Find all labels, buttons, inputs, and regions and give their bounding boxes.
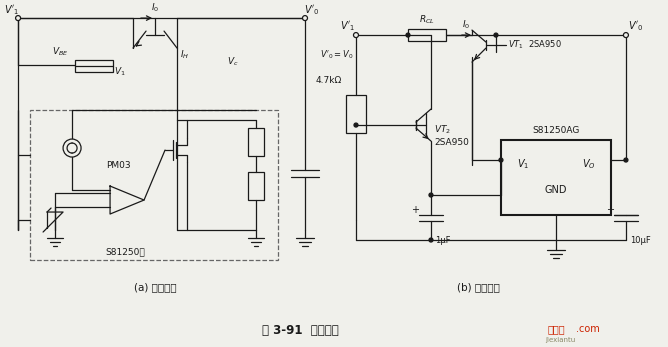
Circle shape xyxy=(429,238,433,242)
Text: $R_{CL}$: $R_{CL}$ xyxy=(419,14,435,26)
Bar xyxy=(408,29,446,41)
Bar xyxy=(248,128,264,156)
Bar xyxy=(346,95,366,133)
Text: 10μF: 10μF xyxy=(630,236,651,245)
Text: $V_{BE}$: $V_{BE}$ xyxy=(52,46,69,58)
Circle shape xyxy=(624,158,628,162)
Circle shape xyxy=(303,16,307,20)
Text: $V_c$: $V_c$ xyxy=(227,56,239,68)
Text: $V'_0=V_0$: $V'_0=V_0$ xyxy=(320,49,353,61)
Text: $I_0$: $I_0$ xyxy=(151,2,159,14)
Circle shape xyxy=(499,158,503,162)
Text: $V_1$: $V_1$ xyxy=(114,66,126,78)
Text: S81250AG: S81250AG xyxy=(532,126,580,135)
Circle shape xyxy=(354,123,358,127)
Circle shape xyxy=(494,33,498,37)
Text: 图 3-91  扩流电路: 图 3-91 扩流电路 xyxy=(262,323,339,337)
Text: $V'_0$: $V'_0$ xyxy=(628,19,644,33)
Text: 接线图: 接线图 xyxy=(548,324,566,334)
Text: $VT_1$  2SA950: $VT_1$ 2SA950 xyxy=(508,39,562,51)
Circle shape xyxy=(429,193,433,197)
Text: $VT_2$: $VT_2$ xyxy=(434,124,451,136)
Text: +: + xyxy=(606,205,614,215)
Bar xyxy=(75,60,113,72)
Circle shape xyxy=(353,33,359,37)
Text: $V'_0$: $V'_0$ xyxy=(304,3,320,17)
Text: $V'_1$: $V'_1$ xyxy=(5,3,20,17)
Text: (a) 基本电路: (a) 基本电路 xyxy=(134,282,176,292)
Text: .com: .com xyxy=(576,324,600,334)
Text: 4.7kΩ: 4.7kΩ xyxy=(316,76,342,85)
Text: 1μF: 1μF xyxy=(435,236,450,245)
Text: S81250等: S81250等 xyxy=(105,247,145,256)
Text: 2SA950: 2SA950 xyxy=(434,137,469,146)
Circle shape xyxy=(406,33,410,37)
Circle shape xyxy=(63,139,81,157)
Bar xyxy=(248,172,264,200)
Text: jiexiantu: jiexiantu xyxy=(545,337,575,343)
Circle shape xyxy=(623,33,629,37)
Text: $I_H$: $I_H$ xyxy=(180,49,190,61)
Text: PM03: PM03 xyxy=(106,161,130,170)
Text: $I_0$: $I_0$ xyxy=(462,19,470,31)
Text: $V_1$: $V_1$ xyxy=(517,157,529,171)
Text: GND: GND xyxy=(544,185,567,195)
Text: +: + xyxy=(411,205,419,215)
Bar xyxy=(30,110,278,260)
Text: (b) 应用实例: (b) 应用实例 xyxy=(456,282,500,292)
Text: $V'_1$: $V'_1$ xyxy=(340,19,355,33)
Bar xyxy=(501,140,611,215)
Circle shape xyxy=(15,16,21,20)
Text: $V_O$: $V_O$ xyxy=(582,157,596,171)
